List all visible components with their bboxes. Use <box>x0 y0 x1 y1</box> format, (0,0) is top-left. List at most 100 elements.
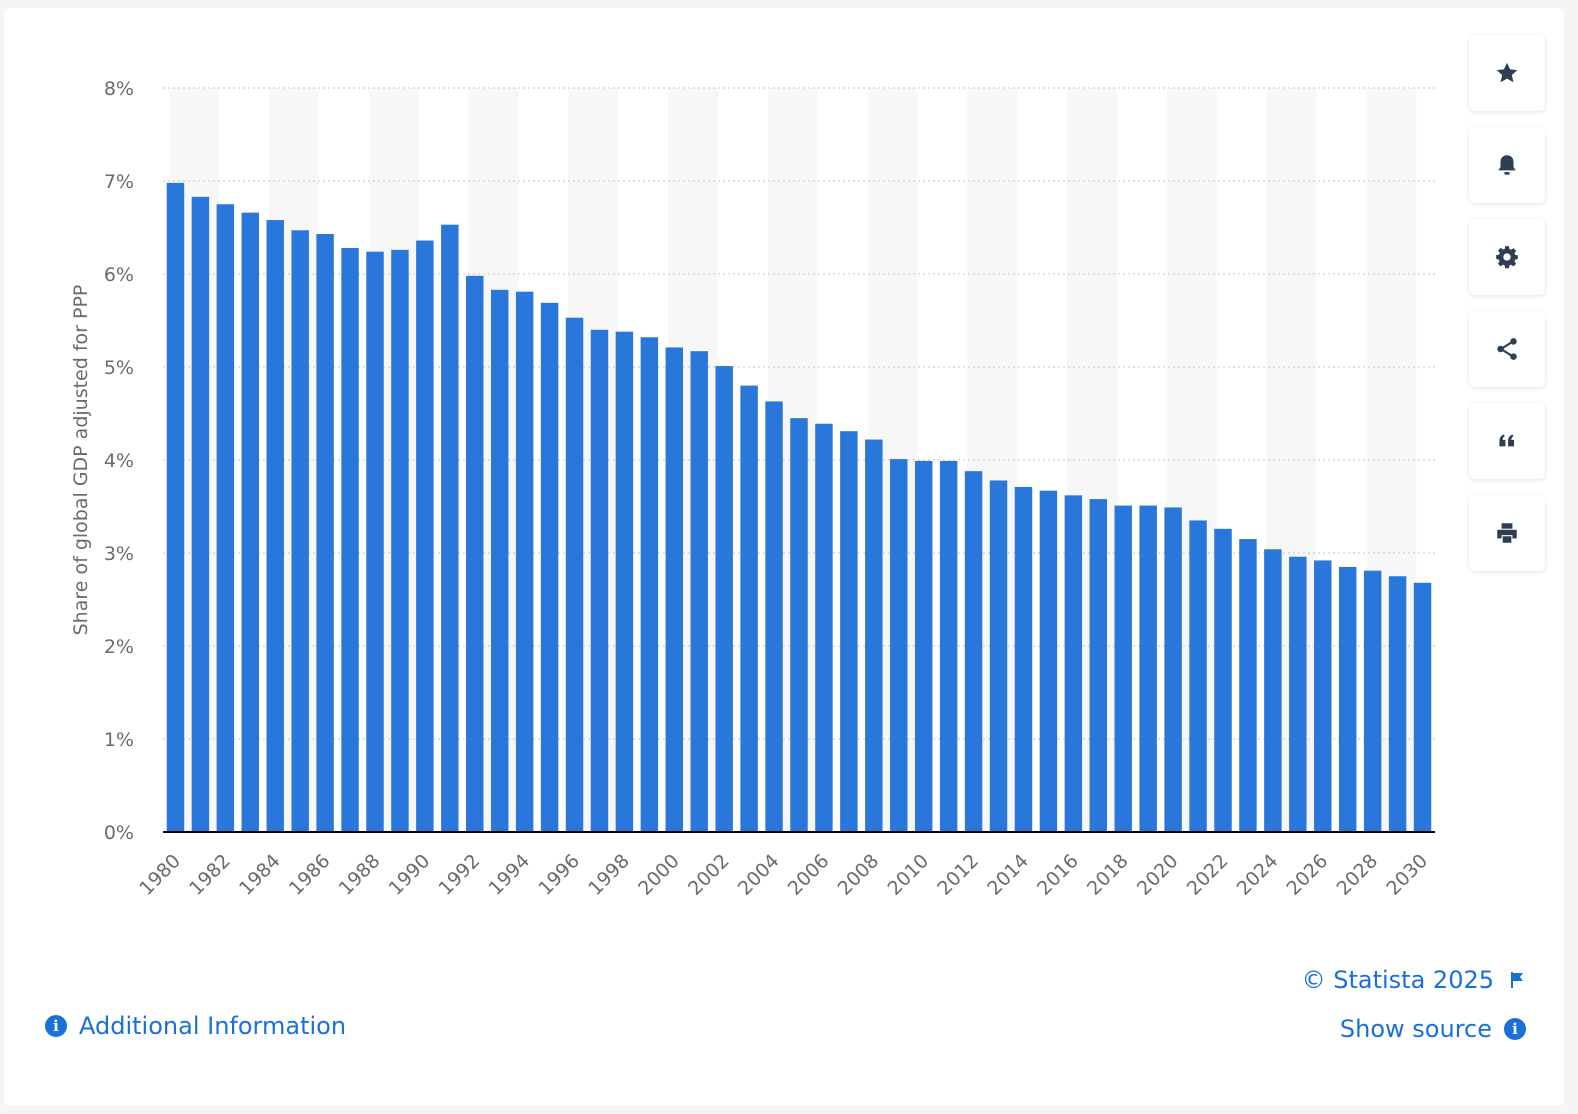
notification-button[interactable] <box>1469 127 1545 203</box>
bar[interactable] <box>1064 495 1083 832</box>
favorite-button[interactable] <box>1469 35 1545 111</box>
bar[interactable] <box>166 182 185 833</box>
bar[interactable] <box>840 431 858 832</box>
bar[interactable] <box>1338 566 1357 832</box>
bar[interactable] <box>291 230 309 833</box>
bar[interactable] <box>740 385 758 832</box>
bar[interactable] <box>515 291 534 832</box>
bar[interactable] <box>1289 556 1307 832</box>
bar[interactable] <box>914 460 933 832</box>
bar[interactable] <box>366 251 384 832</box>
source-info-icon: i <box>1504 1018 1526 1040</box>
bar[interactable] <box>1413 582 1432 832</box>
y-axis-title: Share of global GDP adjusted for PPP <box>70 285 92 636</box>
bar[interactable] <box>565 317 584 833</box>
x-tick-labels: 1980 1982 1984 1986 1988 1990 1992 1994 1996 1998… <box>135 850 1432 900</box>
bar[interactable] <box>989 480 1008 832</box>
bar[interactable] <box>316 234 334 832</box>
bar[interactable] <box>441 224 459 832</box>
x-tick-label: 1980 <box>135 850 185 900</box>
x-tick-label: 1992 <box>435 850 485 900</box>
statista-copyright-link[interactable]: © Statista 2025 <box>1302 966 1526 994</box>
info-icon: i <box>45 1015 67 1037</box>
settings-button[interactable] <box>1469 219 1545 295</box>
bar[interactable] <box>1014 486 1033 832</box>
x-tick-label: 2024 <box>1233 850 1283 900</box>
bar[interactable] <box>1388 576 1407 832</box>
bar[interactable] <box>615 331 634 832</box>
bar[interactable] <box>1214 528 1232 832</box>
bar[interactable] <box>865 439 883 832</box>
x-tick-label: 1994 <box>484 850 534 900</box>
star-icon <box>1496 62 1518 83</box>
x-tick-label: 2006 <box>784 850 834 900</box>
bar[interactable] <box>1089 499 1108 832</box>
bar[interactable] <box>665 347 684 832</box>
bar[interactable] <box>1114 505 1132 832</box>
gear-icon <box>1496 246 1518 269</box>
bar[interactable] <box>191 196 210 832</box>
bar[interactable] <box>216 204 235 832</box>
bar[interactable] <box>266 220 284 832</box>
x-tick-label: 2000 <box>634 850 684 900</box>
x-tick-label: 2008 <box>834 850 884 900</box>
print-icon <box>1497 523 1517 543</box>
bar[interactable] <box>1039 490 1058 832</box>
bar[interactable] <box>540 302 559 833</box>
bar[interactable] <box>790 418 808 832</box>
additional-information-label: Additional Information <box>79 1012 347 1040</box>
y-tick-label: 0% <box>104 822 134 844</box>
bar[interactable] <box>1189 520 1207 832</box>
flag-icon <box>1511 972 1523 988</box>
y-tick-label: 3% <box>104 543 134 565</box>
x-tick-label: 2020 <box>1133 850 1183 900</box>
show-source-label: Show source <box>1339 1015 1492 1043</box>
bar[interactable] <box>890 459 908 832</box>
bar[interactable] <box>715 366 733 832</box>
bell-icon <box>1498 155 1516 175</box>
bar[interactable] <box>391 249 409 832</box>
cite-button[interactable] <box>1469 403 1545 479</box>
bar[interactable] <box>1164 507 1182 832</box>
bar[interactable] <box>690 351 708 832</box>
x-tick-label: 2002 <box>684 850 734 900</box>
bars <box>166 182 1432 833</box>
bar[interactable] <box>765 401 783 832</box>
bar[interactable] <box>590 329 609 832</box>
show-source-link[interactable]: Show source i <box>1340 1015 1526 1043</box>
x-tick-label: 1996 <box>534 850 584 900</box>
x-tick-label: 2026 <box>1283 850 1333 900</box>
bar[interactable] <box>241 212 260 832</box>
bar[interactable] <box>640 337 659 832</box>
share-icon <box>1497 338 1517 360</box>
x-tick-label: 2022 <box>1183 850 1233 900</box>
bar[interactable] <box>939 460 958 832</box>
x-tick-label: 1998 <box>584 850 634 900</box>
x-tick-label: 2010 <box>883 850 933 900</box>
bar[interactable] <box>1363 570 1382 832</box>
bar[interactable] <box>466 275 484 832</box>
bar[interactable] <box>964 471 983 832</box>
bar[interactable] <box>1264 549 1282 832</box>
share-button[interactable] <box>1469 311 1545 387</box>
bar[interactable] <box>1314 560 1332 832</box>
bar[interactable] <box>1239 539 1257 832</box>
x-tick-label: 1988 <box>335 850 385 900</box>
bar[interactable] <box>416 240 434 832</box>
bar[interactable] <box>1139 505 1157 832</box>
bar[interactable] <box>341 247 359 832</box>
additional-information-link[interactable]: i Additional Information <box>45 1012 346 1040</box>
bar[interactable] <box>490 289 509 832</box>
x-tick-label: 2030 <box>1382 850 1432 900</box>
x-tick-label: 1990 <box>385 850 435 900</box>
y-tick-label: 6% <box>104 264 134 286</box>
x-tick-label: 2018 <box>1083 850 1133 900</box>
x-tick-label: 1986 <box>285 850 335 900</box>
y-tick-label: 4% <box>104 450 134 472</box>
bar[interactable] <box>815 423 833 832</box>
x-tick-label: 2016 <box>1033 850 1083 900</box>
chart-toolbar <box>1469 35 1545 587</box>
y-tick-label: 8% <box>104 78 134 100</box>
print-button[interactable] <box>1469 495 1545 571</box>
